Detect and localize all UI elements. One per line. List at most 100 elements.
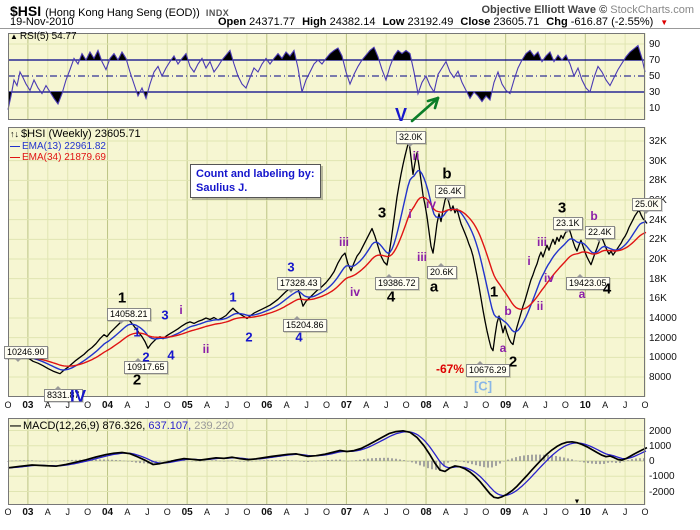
macd-y-tick: 0: [649, 456, 655, 467]
wave-label: V: [394, 105, 408, 125]
x-tick-label: 06: [261, 507, 273, 518]
wave-label: 4: [167, 347, 175, 363]
price-y-tick: 8000: [649, 372, 672, 383]
rsi-y-tick: 50: [649, 71, 661, 82]
price-callout: 10917.65: [124, 358, 168, 374]
rsi-y-tick: 70: [649, 55, 661, 66]
price-y-tick: 16K: [649, 293, 667, 305]
wave-label: 2: [142, 349, 150, 365]
x-tick-label: O: [322, 400, 331, 410]
price-callout: 14058.21: [107, 308, 151, 324]
wave-label: b: [442, 165, 452, 183]
x-tick-label: J: [383, 507, 389, 517]
note-line1: Count and labeling by:: [196, 168, 315, 180]
x-tick-label: O: [482, 507, 490, 517]
wave-label: -67%: [435, 362, 465, 376]
x-tick-label: A: [442, 507, 449, 517]
price-legend-text: $HSI (Weekly) 23605.71: [21, 128, 141, 140]
green-arrow: [410, 96, 440, 123]
line-swatch-icon: —: [10, 141, 20, 152]
ema34-legend-text: EMA(34) 21879.69: [22, 152, 106, 163]
x-tick-label: 05: [181, 507, 193, 518]
x-tick-label: A: [602, 507, 609, 517]
price-callout: 20.6K: [427, 263, 457, 279]
x-tick-label: J: [543, 507, 548, 517]
price-y-tick: 28K: [649, 175, 667, 187]
ema34-legend: — EMA(34) 21879.69: [10, 152, 106, 163]
symbol-name: (Hong Kong Hang Seng (EOD)): [45, 7, 200, 19]
wave-label: ii: [202, 342, 210, 356]
x-tick-label: 07: [340, 507, 352, 518]
wave-label: 4: [386, 288, 396, 306]
x-tick-label: 04: [101, 507, 114, 518]
price-callout: 23.1K: [553, 217, 583, 233]
macd-x-axis: O 03 A J O 04 A J O 05 A J O 06 A J O 07 A J O 08 A J O 09 A J O 10 A J…: [0, 507, 700, 519]
quote-field: Open 24371.77: [218, 16, 296, 28]
chart-date: 19-Nov-2010: [10, 16, 74, 28]
wave-label: ii: [536, 299, 544, 313]
wave-label: 1: [117, 289, 127, 307]
x-tick-label: J: [145, 507, 150, 517]
x-tick-label: 10: [579, 400, 591, 411]
x-tick-label: 08: [420, 507, 432, 518]
wave-label: a: [429, 278, 439, 296]
wave-label: [C]: [473, 378, 493, 394]
wave-label: 2: [508, 353, 518, 371]
x-tick-label: J: [224, 507, 230, 517]
wave-label: 2: [132, 371, 142, 389]
x-tick-label: O: [4, 507, 12, 517]
x-tick-label: A: [204, 507, 211, 517]
wave-label: 1: [229, 289, 237, 305]
x-tick-label: J: [622, 400, 628, 410]
x-tick-label: A: [363, 400, 370, 410]
wave-label: 3: [377, 204, 387, 222]
x-tick-label: A: [442, 400, 449, 410]
wave-label: iv: [349, 285, 361, 299]
macd-y-tick: -2000: [649, 486, 675, 498]
wave-label: IV: [69, 386, 87, 406]
x-tick-label: J: [145, 400, 150, 410]
x-tick-label: A: [522, 400, 529, 410]
rsi-y-tick: 90: [649, 39, 661, 50]
x-tick-label: 06: [261, 400, 273, 411]
price-y-tick: 20K: [649, 254, 667, 265]
x-tick-label: J: [65, 507, 70, 517]
x-tick-label: 05: [181, 400, 193, 411]
wave-label: iii: [536, 235, 548, 249]
macd-signal-value: 637.107,: [148, 420, 192, 432]
brand-text: Objective Elliott Wave © StockCharts.com: [482, 4, 695, 16]
x-tick-label: J: [383, 400, 389, 410]
line-swatch-icon: —: [10, 152, 20, 163]
price-callout: 17328.43: [277, 277, 321, 293]
wave-label: iii: [338, 235, 350, 249]
price-callout: 19386.72: [375, 274, 419, 290]
wave-label: i: [527, 254, 531, 268]
price-y-tick: 30K: [649, 155, 667, 167]
quote-field: Low 23192.49: [382, 16, 454, 28]
wave-label: b: [590, 209, 598, 223]
price-x-axis: O 03 A J O 04 A J O 05 A J O 06 A J O 07 A J O 08 A J O 09 A J O 10 A J…: [0, 400, 700, 412]
symbol: $HSI: [10, 3, 42, 19]
x-tick-label: J: [304, 507, 309, 517]
x-tick-label: O: [402, 507, 410, 517]
price-y-tick: 18K: [649, 273, 667, 285]
x-tick-label: O: [243, 507, 251, 517]
x-tick-label: 03: [22, 400, 34, 411]
price-y-tick: 12000: [649, 332, 677, 344]
rsi-legend-text: RSI(5) 54.77: [19, 31, 77, 42]
x-tick-label: O: [163, 400, 171, 410]
x-tick-label: O: [641, 400, 649, 410]
wave-label: 3: [557, 199, 567, 217]
x-tick-label: 09: [500, 400, 512, 411]
x-tick-label: J: [543, 400, 548, 410]
wave-label: b: [504, 304, 512, 318]
wave-label: a: [499, 341, 507, 355]
macd-y-tick: -1000: [649, 471, 675, 483]
x-tick-label: O: [84, 507, 92, 517]
note-line2: Saulius J.: [196, 182, 248, 194]
ema13-legend-text: EMA(13) 22961.82: [22, 141, 106, 152]
macd-legend: — MACD(12,26,9) 876.326, 637.107, 239.220: [10, 420, 234, 432]
price-callout: 10246.90: [4, 346, 48, 362]
